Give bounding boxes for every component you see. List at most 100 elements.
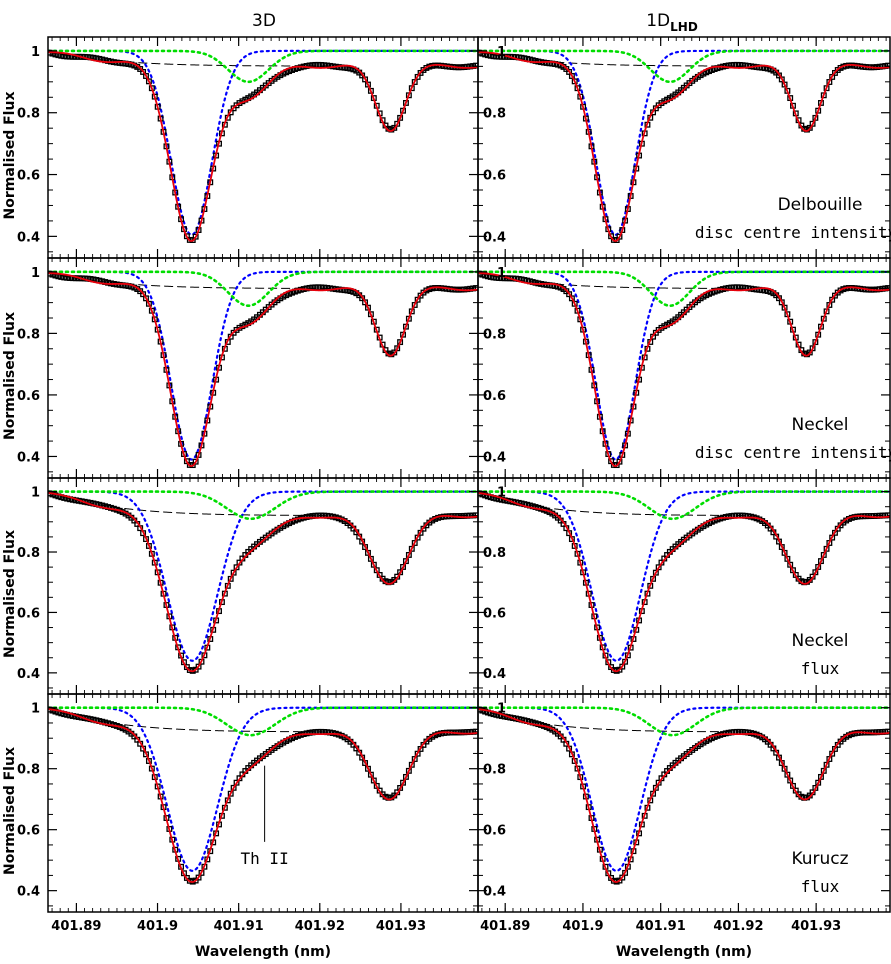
y-axis-title: Normalised Flux bbox=[2, 312, 18, 440]
dataset-label: Neckel bbox=[792, 415, 849, 435]
panel-r3-c0: Th II 0.4 0.6 0.8 1 401.89 401.9 401.91 401.92 40… bbox=[17, 693, 479, 934]
column-title-3d: 3D bbox=[252, 11, 276, 31]
observed-points bbox=[48, 49, 478, 243]
dataset-sublabel: flux bbox=[801, 659, 840, 678]
panel-plot-area bbox=[48, 49, 478, 243]
y-tick-label: 0.8 bbox=[483, 763, 506, 778]
dataset-label: Delbouille bbox=[778, 195, 863, 215]
panel-r0-c0: 0.4 0.6 0.8 1 bbox=[17, 36, 479, 259]
observed-point bbox=[192, 233, 199, 240]
panel-r1-c0: 0.4 0.6 0.8 1 bbox=[17, 257, 479, 479]
y-tick-label: 0.4 bbox=[483, 885, 506, 900]
thII-annotation: Th II bbox=[241, 849, 289, 868]
y-tick-label: 0.6 bbox=[483, 169, 506, 184]
column-title-1d-main: 1D bbox=[646, 11, 670, 31]
y-tick-label: 0.6 bbox=[17, 606, 40, 621]
observed-point bbox=[571, 78, 578, 85]
y-tick-label: 1 bbox=[497, 45, 506, 60]
panel-ticks bbox=[48, 694, 478, 912]
fit-line bbox=[48, 51, 478, 242]
panel-r0-c1: 0.4 0.6 0.8 1 Delbouille disc centre intensit… bbox=[477, 36, 891, 259]
y-tick-label: 0.8 bbox=[483, 107, 506, 122]
observed-point bbox=[616, 458, 623, 465]
y-tick-label: 0.6 bbox=[483, 606, 506, 621]
panel-grid: 0.4 0.6 0.8 1 0.4 0.6 0.8 1 Delbouille disc centr… bbox=[17, 36, 891, 934]
y-tick-label: 1 bbox=[31, 486, 40, 501]
y-tick-label: 0.8 bbox=[17, 763, 40, 778]
y-axis-title: Normalised Flux bbox=[2, 92, 18, 220]
x-axis-title: Wavelength (nm) bbox=[616, 944, 752, 960]
y-tick-label: 0.8 bbox=[17, 546, 40, 561]
blue-component-line bbox=[48, 49, 478, 236]
dataset-label: Neckel bbox=[792, 631, 849, 651]
y-tick-label: 0.4 bbox=[483, 450, 506, 465]
y-tick-label: 0.6 bbox=[483, 389, 506, 404]
x-tick-label: 401.9 bbox=[562, 919, 603, 934]
panel-ticks bbox=[478, 694, 890, 912]
y-tick-label: 0.4 bbox=[17, 450, 40, 465]
y-axis-title: Normalised Flux bbox=[2, 530, 18, 658]
green-component-line bbox=[478, 49, 890, 84]
panel-plot-area bbox=[478, 49, 890, 243]
dataset-label: Kurucz bbox=[791, 849, 848, 869]
y-tick-label: 1 bbox=[497, 702, 506, 717]
x-tick-label: 401.93 bbox=[376, 919, 426, 934]
observed-point bbox=[370, 561, 377, 568]
panel-frame bbox=[47, 36, 479, 259]
y-axis-title: Normalised Flux bbox=[2, 747, 18, 875]
y-tick-label: 0.4 bbox=[483, 667, 506, 682]
fit-line bbox=[478, 51, 890, 242]
green-component-line bbox=[478, 270, 890, 307]
x-tick-label: 401.91 bbox=[636, 919, 686, 934]
y-tick-label: 0.6 bbox=[17, 824, 40, 839]
y-tick-label: 1 bbox=[31, 266, 40, 281]
blue-component-line bbox=[48, 490, 478, 662]
green-component-line bbox=[48, 490, 478, 521]
green-component-line bbox=[48, 270, 478, 307]
fit-line bbox=[478, 272, 890, 467]
fit-line bbox=[478, 708, 890, 883]
blue-component-line bbox=[48, 270, 478, 461]
panel-plot-area bbox=[478, 270, 890, 469]
green-component-line bbox=[48, 49, 478, 84]
panel-plot-area bbox=[478, 706, 890, 885]
y-tick-label: 0.4 bbox=[17, 667, 40, 682]
panel-r3-c1: 0.4 0.6 0.8 1 Kurucz flux 401.89 401.9 401.91 401… bbox=[477, 693, 891, 934]
fit-line bbox=[48, 272, 478, 467]
panel-plot-area bbox=[48, 270, 478, 469]
panel-plot-area bbox=[478, 490, 890, 674]
y-tick-label: 0.4 bbox=[17, 230, 40, 245]
observed-point bbox=[145, 78, 152, 85]
panel-plot-area bbox=[48, 706, 478, 885]
x-tick-label: 401.92 bbox=[295, 919, 345, 934]
observed-point bbox=[652, 569, 659, 576]
y-axis-labels: Normalised Flux Normalised Flux Normalised… bbox=[2, 92, 18, 875]
fit-line bbox=[478, 491, 890, 673]
observed-point bbox=[568, 295, 575, 302]
y-tick-label: 0.8 bbox=[17, 327, 40, 342]
fit-line bbox=[48, 708, 478, 883]
observed-points bbox=[48, 270, 478, 469]
panel-ticks bbox=[48, 37, 478, 258]
x-axis-labels: Wavelength (nm) Wavelength (nm) bbox=[195, 944, 752, 960]
x-tick-label: 401.89 bbox=[480, 919, 530, 934]
green-component-line bbox=[478, 490, 890, 521]
y-tick-label: 0.6 bbox=[17, 169, 40, 184]
panel-ticks bbox=[478, 258, 890, 478]
y-tick-label: 1 bbox=[31, 45, 40, 60]
dataset-sublabel: flux bbox=[801, 877, 840, 896]
observed-point bbox=[616, 233, 623, 240]
observed-point bbox=[143, 295, 149, 302]
green-component-line bbox=[48, 706, 478, 737]
y-tick-label: 0.6 bbox=[17, 389, 40, 404]
column-titles: 3D 1DLHD bbox=[252, 11, 698, 34]
panel-r2-c0: 0.4 0.6 0.8 1 bbox=[17, 477, 479, 695]
observed-points bbox=[48, 490, 478, 674]
panel-ticks bbox=[478, 478, 890, 694]
dataset-sublabel: disc centre intensity bbox=[695, 223, 891, 242]
observed-point bbox=[192, 458, 199, 465]
dataset-sublabel: disc centre intensity bbox=[695, 443, 891, 462]
panel-plot-area bbox=[48, 490, 478, 674]
observed-point bbox=[230, 569, 237, 576]
